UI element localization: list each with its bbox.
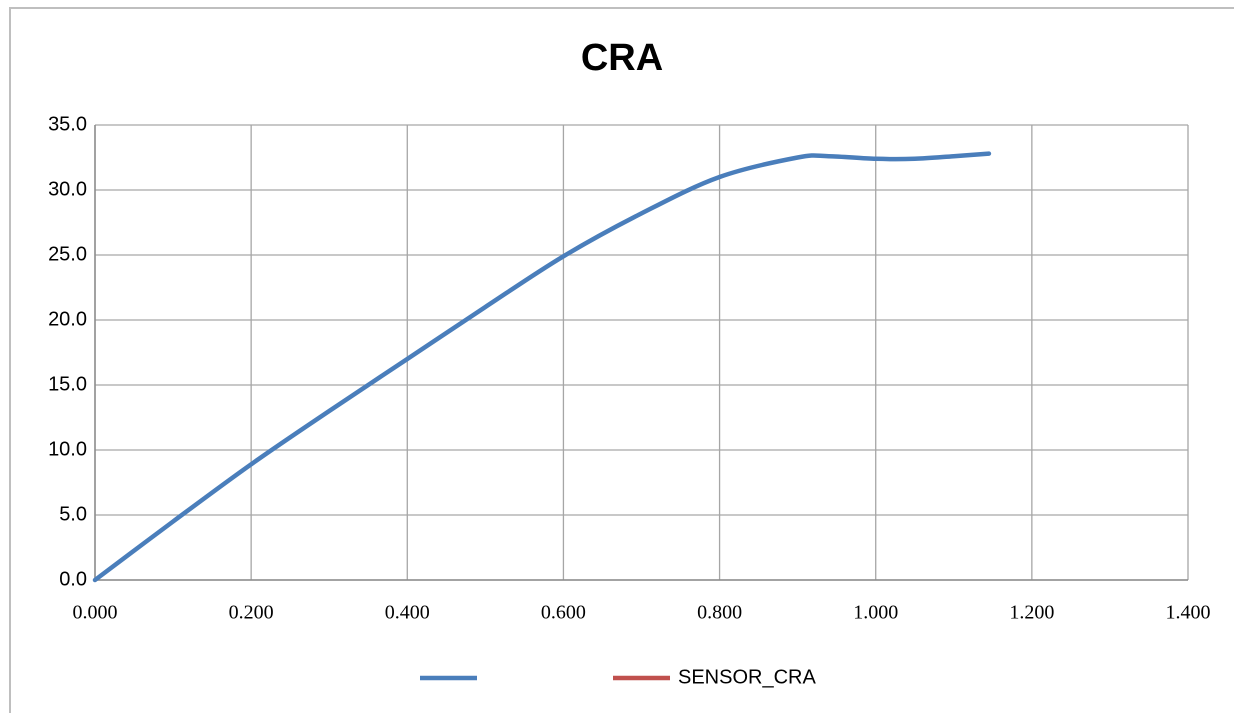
chart-frame (9, 7, 1234, 713)
x-tick-label: 1.400 (1166, 602, 1211, 624)
y-tick-label: 5.0 (59, 503, 87, 525)
x-tick-label: 0.200 (229, 602, 274, 624)
x-tick-label: 1.200 (1009, 602, 1054, 624)
legend-label: SENSOR_CRA (678, 666, 816, 688)
y-tick-label: 30.0 (48, 178, 87, 200)
y-tick-label: 15.0 (48, 373, 87, 395)
x-tick-label: 1.000 (853, 602, 898, 624)
y-tick-label: 10.0 (48, 438, 87, 460)
x-tick-label: 0.600 (541, 602, 586, 624)
y-tick-label: 35.0 (48, 113, 87, 135)
x-tick-label: 0.400 (385, 602, 430, 624)
data-line (92, 151, 992, 583)
x-tick-label: 0.000 (73, 602, 118, 624)
y-tick-label: 20.0 (48, 308, 87, 330)
y-tick-label: 25.0 (48, 243, 87, 265)
x-tick-label: 0.800 (697, 602, 742, 624)
chart-title: CRA (581, 37, 663, 79)
y-tick-label: 0.0 (59, 568, 87, 590)
